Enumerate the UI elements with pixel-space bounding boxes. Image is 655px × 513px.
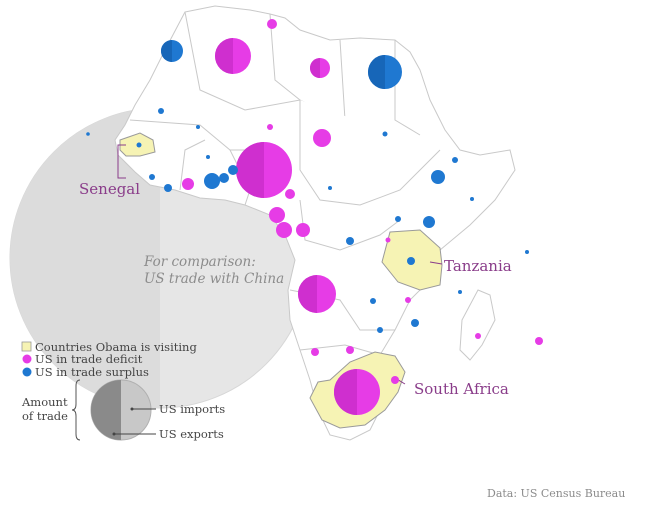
madagascar xyxy=(459,289,496,361)
trade-bubble-surplus xyxy=(136,142,142,148)
trade-bubble-surplus xyxy=(431,170,445,184)
trade-bubble-deficit xyxy=(346,346,354,354)
legend-deficit-label: US in trade deficit xyxy=(35,352,143,366)
trade-bubble-surplus xyxy=(411,319,419,327)
legend-imports-label: US imports xyxy=(159,402,225,416)
trade-bubble-deficit xyxy=(334,369,380,415)
legend-visiting-label: Countries Obama is visiting xyxy=(35,340,197,354)
trade-bubble-surplus xyxy=(86,132,90,136)
trade-bubble-deficit xyxy=(298,275,336,313)
trade-bubble-surplus xyxy=(161,40,183,62)
legend-surplus-swatch xyxy=(22,367,32,377)
trade-bubble-deficit xyxy=(385,237,391,243)
tanzania-label: Tanzania xyxy=(444,257,512,275)
country-border xyxy=(299,100,441,206)
legend-amount-line-2: of trade xyxy=(22,409,68,423)
trade-bubble-surplus xyxy=(368,55,402,89)
trade-bubble-deficit xyxy=(475,333,481,339)
comparison-line-1: For comparison: xyxy=(143,254,256,270)
trade-bubble-surplus xyxy=(470,197,474,201)
trade-bubble-surplus xyxy=(219,173,229,183)
legend-brace xyxy=(71,379,81,441)
trade-bubble-surplus xyxy=(346,237,354,245)
legend-deficit-swatch xyxy=(22,354,32,364)
country-border xyxy=(269,13,301,101)
trade-bubble-deficit xyxy=(269,207,285,223)
trade-bubble-surplus xyxy=(149,174,155,180)
trade-bubble-deficit xyxy=(267,124,273,130)
trade-bubble-deficit xyxy=(215,38,251,74)
trade-bubble-deficit xyxy=(535,337,543,345)
trade-bubble-surplus xyxy=(525,250,529,254)
trade-bubble-deficit xyxy=(182,178,194,190)
trade-bubble-deficit xyxy=(285,189,295,199)
trade-bubble-deficit xyxy=(276,222,292,238)
trade-bubble-surplus xyxy=(196,125,200,129)
trade-bubble-surplus xyxy=(164,184,172,192)
trade-bubble-deficit xyxy=(311,348,319,356)
trade-bubble-surplus xyxy=(452,157,458,163)
trade-bubble-surplus xyxy=(377,327,383,333)
trade-bubble-surplus xyxy=(204,173,220,189)
trade-bubble-deficit xyxy=(391,376,399,384)
source-credit: Data: US Census Bureau xyxy=(487,487,625,500)
legend-amount-line-1: Amount xyxy=(21,395,68,409)
trade-bubble-surplus xyxy=(206,155,210,159)
trade-bubble-surplus xyxy=(407,257,415,265)
legend: Countries Obama is visiting US in trade … xyxy=(21,340,225,441)
trade-bubble-surplus xyxy=(458,290,462,294)
trade-bubble-deficit xyxy=(236,142,292,198)
africa-countries xyxy=(114,5,516,441)
trade-bubble-surplus xyxy=(382,131,388,137)
legend-exports-label: US exports xyxy=(159,427,224,441)
trade-bubble-deficit xyxy=(310,58,330,78)
china-comparison-half xyxy=(10,108,160,408)
legend-visiting-swatch xyxy=(21,341,32,352)
trade-bubble-deficit xyxy=(267,19,277,29)
legend-imports-half xyxy=(91,380,121,440)
trade-bubble-surplus xyxy=(158,108,164,114)
trade-bubble-deficit xyxy=(313,129,331,147)
country-border xyxy=(179,139,206,191)
south-africa-label: South Africa xyxy=(414,380,509,398)
trade-bubble-deficit xyxy=(405,297,411,303)
trade-bubble-surplus xyxy=(328,186,332,190)
trade-bubble-deficit xyxy=(296,223,310,237)
senegal-label: Senegal xyxy=(79,180,140,198)
trade-bubbles xyxy=(86,19,543,415)
trade-bubble-surplus xyxy=(423,216,435,228)
trade-bubble-surplus xyxy=(395,216,401,222)
country-border xyxy=(129,119,250,151)
trade-bubble-surplus xyxy=(228,165,238,175)
trade-bubble-surplus xyxy=(370,298,376,304)
comparison-line-2: US trade with China xyxy=(144,271,284,287)
legend-surplus-label: US in trade surplus xyxy=(35,365,149,379)
